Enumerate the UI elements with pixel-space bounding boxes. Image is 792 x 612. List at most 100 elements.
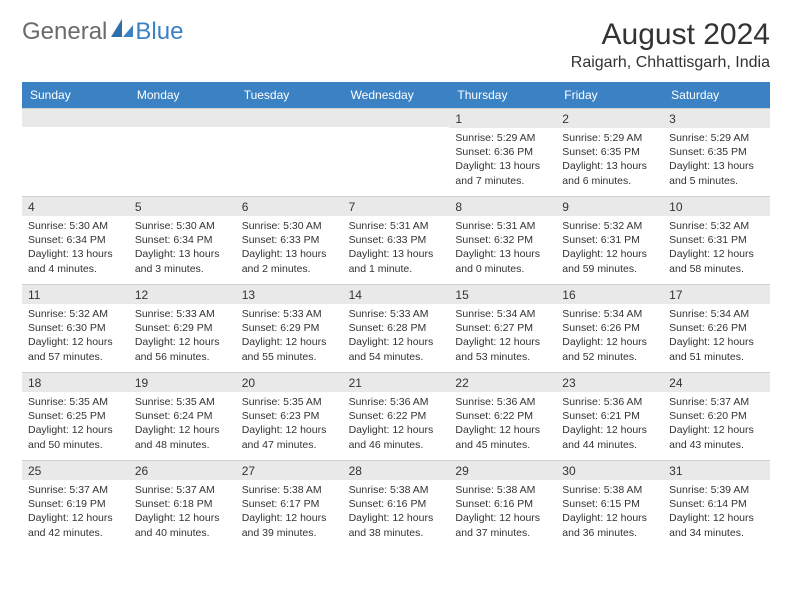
daylight-text: Daylight: 12 hours and 51 minutes. [669,335,764,363]
day-number: 7 [343,197,450,216]
day-details: Sunrise: 5:38 AM Sunset: 6:17 PM Dayligh… [236,480,343,544]
calendar-cell: 4 Sunrise: 5:30 AM Sunset: 6:34 PM Dayli… [22,196,129,284]
sunset-text: Sunset: 6:26 PM [669,321,764,335]
logo-text-1: General [22,18,107,46]
sunrise-text: Sunrise: 5:30 AM [242,219,337,233]
sunset-text: Sunset: 6:32 PM [455,233,550,247]
sunrise-text: Sunrise: 5:30 AM [28,219,123,233]
day-number: 30 [556,461,663,480]
sunrise-text: Sunrise: 5:35 AM [135,395,230,409]
day-number-band [236,109,343,127]
daylight-text: Daylight: 12 hours and 39 minutes. [242,511,337,539]
sunset-text: Sunset: 6:25 PM [28,409,123,423]
calendar-cell: 21 Sunrise: 5:36 AM Sunset: 6:22 PM Dayl… [343,372,450,460]
daylight-text: Daylight: 12 hours and 59 minutes. [562,247,657,275]
sunrise-text: Sunrise: 5:35 AM [28,395,123,409]
sunset-text: Sunset: 6:34 PM [135,233,230,247]
month-title: August 2024 [571,18,770,52]
sunrise-text: Sunrise: 5:34 AM [455,307,550,321]
sunset-text: Sunset: 6:35 PM [669,145,764,159]
day-number: 2 [556,109,663,128]
day-number: 24 [663,373,770,392]
daylight-text: Daylight: 12 hours and 55 minutes. [242,335,337,363]
daylight-text: Daylight: 12 hours and 47 minutes. [242,423,337,451]
daylight-text: Daylight: 12 hours and 52 minutes. [562,335,657,363]
sunrise-text: Sunrise: 5:37 AM [135,483,230,497]
daylight-text: Daylight: 12 hours and 42 minutes. [28,511,123,539]
calendar-cell: 8 Sunrise: 5:31 AM Sunset: 6:32 PM Dayli… [449,196,556,284]
daylight-text: Daylight: 12 hours and 38 minutes. [349,511,444,539]
daylight-text: Daylight: 13 hours and 3 minutes. [135,247,230,275]
day-number: 5 [129,197,236,216]
sunrise-text: Sunrise: 5:37 AM [28,483,123,497]
calendar-cell: 15 Sunrise: 5:34 AM Sunset: 6:27 PM Dayl… [449,284,556,372]
daylight-text: Daylight: 12 hours and 50 minutes. [28,423,123,451]
sunset-text: Sunset: 6:29 PM [135,321,230,335]
calendar-cell: 11 Sunrise: 5:32 AM Sunset: 6:30 PM Dayl… [22,284,129,372]
page-header: General Blue August 2024 Raigarh, Chhatt… [22,18,770,72]
daylight-text: Daylight: 12 hours and 56 minutes. [135,335,230,363]
daylight-text: Daylight: 12 hours and 54 minutes. [349,335,444,363]
sunset-text: Sunset: 6:22 PM [455,409,550,423]
calendar-cell: 18 Sunrise: 5:35 AM Sunset: 6:25 PM Dayl… [22,372,129,460]
sunset-text: Sunset: 6:23 PM [242,409,337,423]
daylight-text: Daylight: 12 hours and 36 minutes. [562,511,657,539]
calendar-cell: 27 Sunrise: 5:38 AM Sunset: 6:17 PM Dayl… [236,460,343,548]
calendar-page: General Blue August 2024 Raigarh, Chhatt… [0,0,792,558]
sunset-text: Sunset: 6:16 PM [349,497,444,511]
day-number: 9 [556,197,663,216]
sunrise-text: Sunrise: 5:39 AM [669,483,764,497]
sunset-text: Sunset: 6:33 PM [349,233,444,247]
day-number: 19 [129,373,236,392]
weekday-header: Friday [556,82,663,108]
day-number: 15 [449,285,556,304]
calendar-cell: 24 Sunrise: 5:37 AM Sunset: 6:20 PM Dayl… [663,372,770,460]
calendar-cell: 13 Sunrise: 5:33 AM Sunset: 6:29 PM Dayl… [236,284,343,372]
sunrise-text: Sunrise: 5:30 AM [135,219,230,233]
day-number: 29 [449,461,556,480]
calendar-cell-empty [236,108,343,196]
sunset-text: Sunset: 6:14 PM [669,497,764,511]
day-details: Sunrise: 5:32 AM Sunset: 6:31 PM Dayligh… [663,216,770,280]
day-details: Sunrise: 5:32 AM Sunset: 6:31 PM Dayligh… [556,216,663,280]
sunrise-text: Sunrise: 5:33 AM [349,307,444,321]
sunset-text: Sunset: 6:31 PM [562,233,657,247]
calendar-cell: 5 Sunrise: 5:30 AM Sunset: 6:34 PM Dayli… [129,196,236,284]
title-block: August 2024 Raigarh, Chhattisgarh, India [571,18,770,72]
sunset-text: Sunset: 6:34 PM [28,233,123,247]
day-number: 8 [449,197,556,216]
day-details: Sunrise: 5:30 AM Sunset: 6:34 PM Dayligh… [22,216,129,280]
weekday-header: Monday [129,82,236,108]
sunrise-text: Sunrise: 5:32 AM [562,219,657,233]
sunset-text: Sunset: 6:15 PM [562,497,657,511]
day-number: 6 [236,197,343,216]
brand-logo: General Blue [22,18,183,46]
sunrise-text: Sunrise: 5:33 AM [242,307,337,321]
day-number: 27 [236,461,343,480]
daylight-text: Daylight: 12 hours and 40 minutes. [135,511,230,539]
day-details: Sunrise: 5:29 AM Sunset: 6:36 PM Dayligh… [449,128,556,192]
day-details: Sunrise: 5:38 AM Sunset: 6:16 PM Dayligh… [343,480,450,544]
sunset-text: Sunset: 6:26 PM [562,321,657,335]
day-details: Sunrise: 5:35 AM Sunset: 6:23 PM Dayligh… [236,392,343,456]
calendar-cell: 6 Sunrise: 5:30 AM Sunset: 6:33 PM Dayli… [236,196,343,284]
calendar-grid: 1 Sunrise: 5:29 AM Sunset: 6:36 PM Dayli… [22,108,770,548]
day-details [236,127,343,134]
sunset-text: Sunset: 6:22 PM [349,409,444,423]
sunrise-text: Sunrise: 5:31 AM [455,219,550,233]
day-details: Sunrise: 5:35 AM Sunset: 6:24 PM Dayligh… [129,392,236,456]
daylight-text: Daylight: 12 hours and 43 minutes. [669,423,764,451]
sunset-text: Sunset: 6:29 PM [242,321,337,335]
sunset-text: Sunset: 6:36 PM [455,145,550,159]
sunrise-text: Sunrise: 5:38 AM [242,483,337,497]
day-details: Sunrise: 5:29 AM Sunset: 6:35 PM Dayligh… [663,128,770,192]
day-number: 12 [129,285,236,304]
day-details: Sunrise: 5:39 AM Sunset: 6:14 PM Dayligh… [663,480,770,544]
day-details: Sunrise: 5:31 AM Sunset: 6:33 PM Dayligh… [343,216,450,280]
weekday-header: Saturday [663,82,770,108]
daylight-text: Daylight: 12 hours and 37 minutes. [455,511,550,539]
day-details: Sunrise: 5:37 AM Sunset: 6:20 PM Dayligh… [663,392,770,456]
day-number: 3 [663,109,770,128]
calendar-cell: 19 Sunrise: 5:35 AM Sunset: 6:24 PM Dayl… [129,372,236,460]
sunset-text: Sunset: 6:24 PM [135,409,230,423]
